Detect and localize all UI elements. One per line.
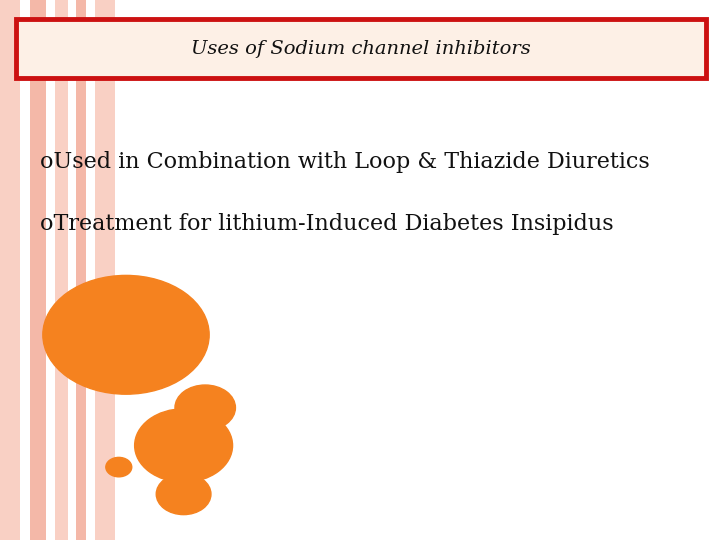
Circle shape <box>156 474 211 515</box>
FancyBboxPatch shape <box>16 19 706 78</box>
Bar <box>22 0 29 540</box>
Circle shape <box>175 385 235 430</box>
Bar <box>95 0 115 540</box>
Bar <box>30 0 46 540</box>
Text: Uses of Sodium channel inhibitors: Uses of Sodium channel inhibitors <box>191 39 531 58</box>
Ellipse shape <box>42 275 209 394</box>
Circle shape <box>106 457 132 477</box>
Bar <box>69 0 75 540</box>
Bar <box>0 0 20 540</box>
Bar <box>48 0 53 540</box>
Bar <box>55 0 68 540</box>
Bar <box>88 0 94 540</box>
Text: oUsed in Combination with Loop & Thiazide Diuretics: oUsed in Combination with Loop & Thiazid… <box>40 151 649 173</box>
Bar <box>76 0 86 540</box>
Text: oTreatment for lithium-Induced Diabetes Insipidus: oTreatment for lithium-Induced Diabetes … <box>40 213 613 235</box>
Circle shape <box>135 409 233 482</box>
